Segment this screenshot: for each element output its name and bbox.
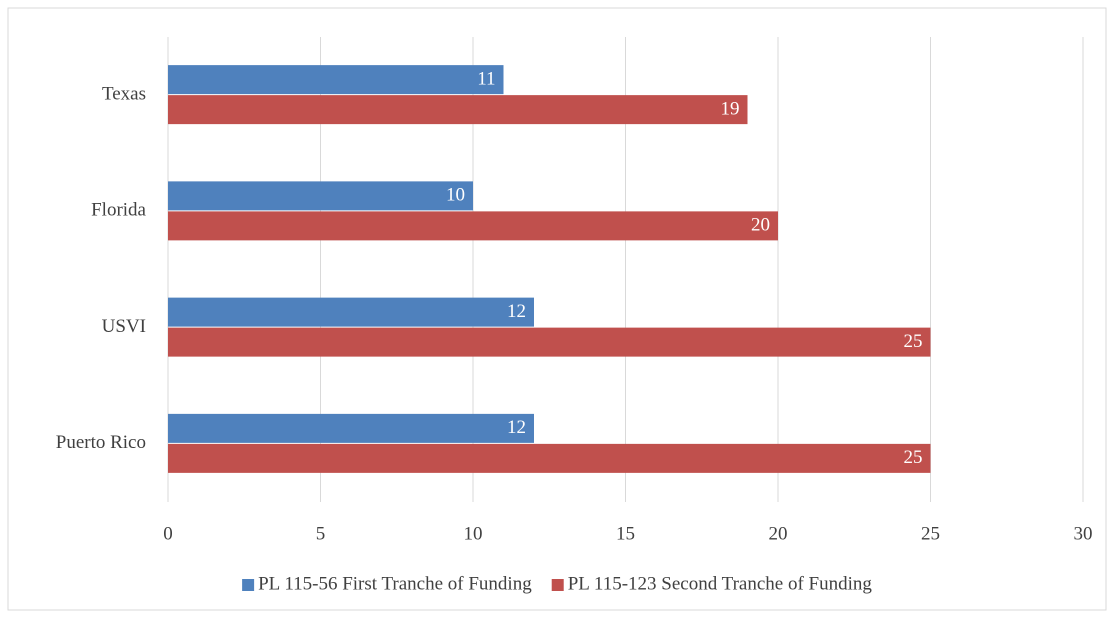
x-tick-label: 15 — [616, 523, 635, 544]
bar — [168, 181, 473, 211]
data-label: 11 — [477, 68, 495, 89]
legend-label: PL 115-56 First Tranche of Funding — [258, 573, 532, 594]
y-tick-label: Puerto Rico — [56, 432, 146, 453]
data-label: 10 — [446, 185, 465, 206]
legend-label: PL 115-123 Second Tranche of Funding — [568, 573, 873, 594]
data-label: 20 — [751, 215, 770, 236]
x-tick-label: 25 — [921, 523, 940, 544]
data-label: 25 — [904, 331, 923, 352]
bar — [168, 327, 931, 357]
data-label: 12 — [507, 301, 526, 322]
x-tick-label: 20 — [769, 523, 788, 544]
bar — [168, 443, 931, 473]
y-tick-label: Florida — [91, 200, 146, 221]
x-tick-label: 5 — [316, 523, 326, 544]
legend-swatch — [242, 579, 255, 591]
bar — [168, 65, 504, 95]
bar — [168, 95, 748, 125]
bar — [168, 211, 778, 241]
data-label: 19 — [721, 98, 740, 119]
x-tick-label: 30 — [1074, 523, 1093, 544]
y-tick-label: Texas — [102, 83, 146, 104]
legend-swatch — [551, 579, 564, 591]
x-tick-label: 0 — [163, 523, 173, 544]
data-label: 12 — [507, 417, 526, 438]
bar — [168, 413, 534, 443]
x-tick-label: 10 — [464, 523, 483, 544]
data-label: 25 — [904, 447, 923, 468]
y-tick-label: USVI — [102, 316, 146, 337]
bar — [168, 297, 534, 327]
